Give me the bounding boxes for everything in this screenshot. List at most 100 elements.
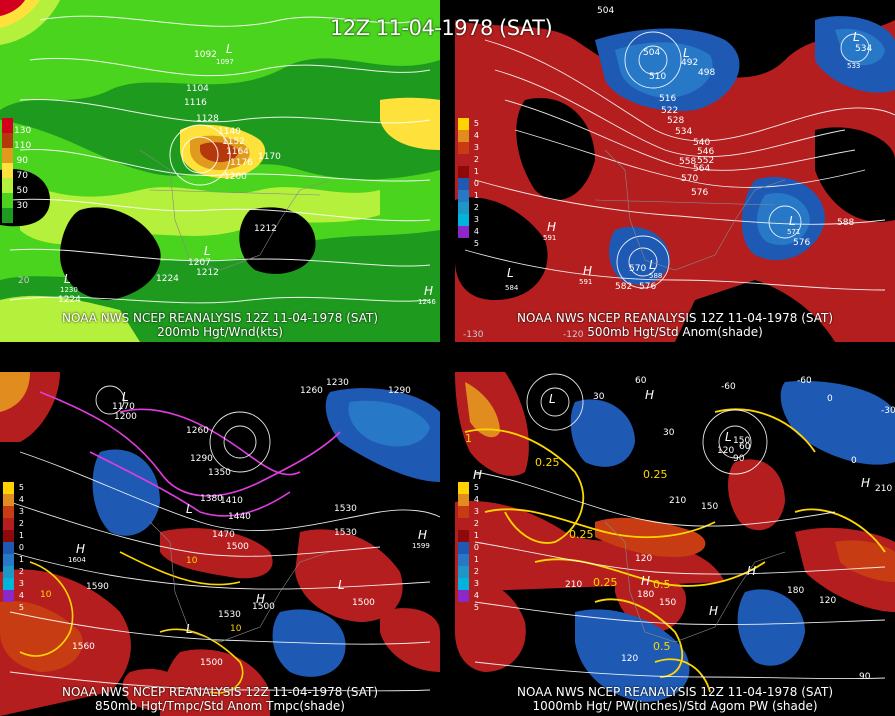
height-label: 120 xyxy=(635,554,653,564)
high-pressure-center: H xyxy=(256,592,266,606)
height-label: 533 xyxy=(847,62,861,70)
height-label: 1470 xyxy=(212,530,235,540)
height-label: 0 xyxy=(851,456,857,466)
height-label: 1530 xyxy=(218,610,241,620)
height-label: 60 xyxy=(635,376,647,386)
height-label: 564 xyxy=(693,164,711,174)
high-pressure-center: H xyxy=(645,388,655,402)
height-label: 1380 xyxy=(200,494,223,504)
high-pressure-center: H xyxy=(861,476,871,490)
height-label: 1530 xyxy=(334,528,357,538)
height-label: 546 xyxy=(697,147,715,157)
height-label: 558 xyxy=(679,157,697,167)
lon-tick: -120 xyxy=(563,330,584,340)
height-label: 588 xyxy=(837,218,855,228)
height-label: 576 xyxy=(639,282,657,292)
height-label: 1260 xyxy=(300,386,323,396)
map-850mb-graphic xyxy=(0,372,440,716)
height-label: 1290 xyxy=(190,454,213,464)
height-label: 540 xyxy=(693,138,711,148)
height-label: 1152 xyxy=(222,137,245,147)
high-pressure-center: H xyxy=(747,564,757,578)
height-label: 150 xyxy=(733,436,751,446)
panel-500mb: 5 4 3 2 1 0 1 2 3 4 5 504 504 510 492 49… xyxy=(455,0,895,342)
high-pressure-center: H xyxy=(76,542,86,556)
height-label: 1224 xyxy=(58,295,81,305)
low-pressure-center: L xyxy=(186,622,193,636)
low-pressure-center: L xyxy=(683,46,690,60)
height-label: 1350 xyxy=(208,468,231,478)
caption-field: 500mb Hgt/Std Anom(shade) xyxy=(587,325,763,339)
height-label: 1560 xyxy=(72,642,95,652)
low-pressure-center: L xyxy=(226,42,233,56)
low-pressure-center: L xyxy=(507,266,514,280)
height-label: 492 xyxy=(681,58,699,68)
height-label: 516 xyxy=(659,94,677,104)
low-pressure-center: L xyxy=(725,430,732,444)
height-label: 1604 xyxy=(68,556,86,564)
pw-label: 1 xyxy=(465,432,472,445)
height-label: 120 xyxy=(717,446,735,456)
height-label: 1290 xyxy=(388,386,411,396)
temp-label: 10 xyxy=(230,624,242,634)
height-label: 534 xyxy=(855,44,873,54)
pw-label: 0.25 xyxy=(569,528,594,541)
lon-tick: -130 xyxy=(463,330,484,340)
panel-850mb: 5 4 3 2 1 0 1 2 3 4 5 1230 1260 1290 117… xyxy=(0,372,440,716)
height-label: 1200 xyxy=(114,412,137,422)
caption-source: NOAA NWS NCEP REANALYSIS 12Z 11-04-1978 … xyxy=(61,311,379,325)
low-pressure-center: L xyxy=(853,30,860,44)
height-label: 588 xyxy=(649,272,663,280)
height-label: 1224 xyxy=(156,274,179,284)
height-label: 528 xyxy=(667,116,685,126)
height-label: 90 xyxy=(733,454,745,464)
legend-850mb-labels: 5 4 3 2 1 0 1 2 3 4 5 xyxy=(18,483,24,612)
height-label: 120 xyxy=(819,596,837,606)
high-pressure-center: H xyxy=(473,468,483,482)
height-label: 1140 xyxy=(218,127,241,137)
height-label: 180 xyxy=(787,586,805,596)
height-label: 582 xyxy=(615,282,633,292)
legend-500mb-labels: 5 4 3 2 1 0 1 2 3 4 5 xyxy=(473,119,479,248)
legend-500mb xyxy=(458,118,469,238)
height-label: 1128 xyxy=(196,114,219,124)
height-label: 570 xyxy=(681,174,699,184)
height-label: -60 xyxy=(721,382,736,392)
high-pressure-center: H xyxy=(418,528,428,542)
height-label: 552 xyxy=(697,156,715,166)
caption-field: 200mb Hgt/Wnd(kts) xyxy=(157,325,283,339)
height-label: 1590 xyxy=(86,582,109,592)
low-pressure-center: L xyxy=(549,392,556,406)
height-label: 1500 xyxy=(252,602,275,612)
height-label: 1599 xyxy=(412,542,430,550)
high-pressure-center: H xyxy=(547,220,557,234)
legend-200mb-labels: 130 110 90 70 50 30 xyxy=(14,126,32,211)
height-label: 1170 xyxy=(112,402,135,412)
height-label: 1200 xyxy=(224,172,247,182)
height-label: 576 xyxy=(691,188,709,198)
height-label: 504 xyxy=(597,6,615,16)
height-label: 1230 xyxy=(326,378,349,388)
caption-field: 1000mb Hgt/ PW(inches)/Std Agom PW (shad… xyxy=(532,699,818,713)
pw-label: 0.25 xyxy=(643,468,668,481)
low-pressure-center: L xyxy=(122,390,129,404)
height-label: -30 xyxy=(881,406,895,416)
height-label: 1410 xyxy=(220,496,243,506)
height-label: 1500 xyxy=(226,542,249,552)
height-label: 522 xyxy=(661,106,679,116)
height-label: 30 xyxy=(593,392,605,402)
panel-1000mb: 5 4 3 2 1 0 1 2 3 4 5 60 -60 -60 30 0 -3… xyxy=(455,372,895,716)
low-pressure-center: L xyxy=(649,258,656,272)
height-label: 534 xyxy=(675,127,693,137)
height-label: 1116 xyxy=(184,98,207,108)
height-label: 1170 xyxy=(258,152,281,162)
height-label: 570 xyxy=(629,264,647,274)
height-label: 1230 xyxy=(60,286,78,294)
height-label: 1246 xyxy=(418,298,436,306)
legend-200mb xyxy=(2,118,13,223)
height-label: 1440 xyxy=(228,512,251,522)
high-pressure-center: H xyxy=(583,264,593,278)
map-title: 12Z 11-04-1978 (SAT) xyxy=(330,16,553,40)
height-label: 1530 xyxy=(334,504,357,514)
